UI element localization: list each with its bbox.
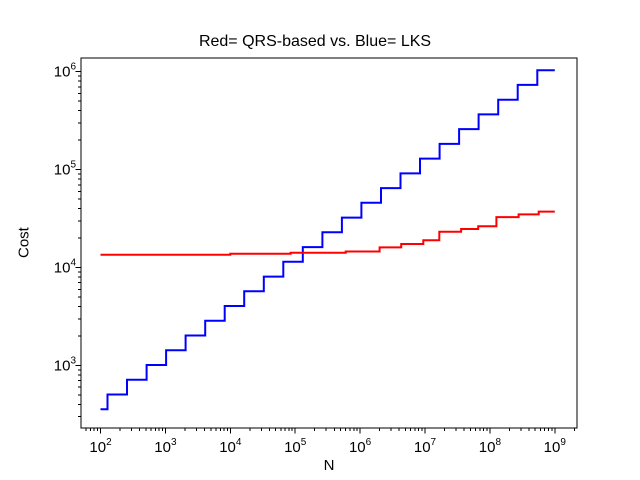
x-axis-label: N	[323, 457, 335, 474]
series-line-lks	[100, 69, 555, 411]
x-tick-label: 107	[414, 437, 437, 456]
x-tick-label: 102	[89, 437, 112, 456]
y-axis-label: Cost	[15, 227, 33, 259]
chart-title: Red= QRS-based vs. Blue= LKS	[198, 33, 432, 50]
y-tick-label: 106	[54, 62, 77, 81]
x-tick-label: 103	[154, 437, 177, 456]
x-tick-label: 106	[349, 437, 372, 456]
y-tick-label: 103	[54, 355, 77, 374]
axes-frame	[80, 57, 578, 429]
x-tick-label: 108	[479, 437, 502, 456]
y-tick-label: 105	[54, 160, 77, 179]
x-tick-label: 109	[544, 437, 567, 456]
x-tick-label: 104	[219, 437, 242, 456]
x-tick-label: 105	[284, 437, 307, 456]
y-tick-label: 104	[54, 258, 77, 277]
series-line-qrs-based	[100, 210, 555, 256]
